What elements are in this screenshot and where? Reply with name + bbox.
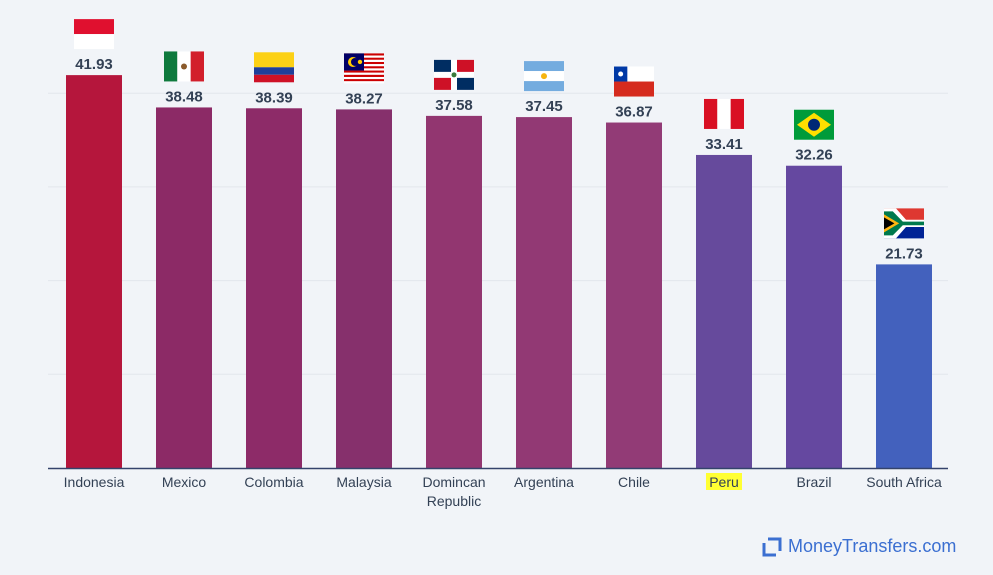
value-label: 37.45: [525, 98, 563, 115]
south-africa-flag-icon: [884, 208, 924, 239]
bar: [66, 75, 122, 468]
value-label: 38.39: [255, 89, 293, 106]
flags: [74, 19, 924, 239]
category-label: South Africa: [866, 474, 942, 490]
category-label: Mexico: [162, 474, 207, 490]
category-label: Peru: [709, 474, 739, 490]
bar: [156, 107, 212, 469]
brand-logo[interactable]: MoneyTransfers.com: [762, 536, 956, 557]
colombia-flag-icon: [254, 52, 294, 83]
value-label: 38.48: [165, 88, 203, 105]
peru-flag-icon: [704, 98, 744, 129]
category-labels: Indonesia Mexico Colombia Malaysia Domincan R…: [64, 473, 942, 509]
dominican-republic-flag-icon: [434, 59, 474, 90]
bar: [876, 264, 932, 468]
value-label: 38.27: [345, 90, 383, 107]
moneytransfers-logo-icon: [762, 537, 782, 557]
value-label: 37.58: [435, 97, 473, 114]
category-label: Republic: [427, 493, 481, 509]
bars: [66, 75, 932, 469]
value-labels: 41.93 38.48 38.39 38.27 37.58 37.45 36.87 33.41…: [75, 56, 923, 262]
bar: [246, 108, 302, 468]
highlight-marker: [706, 473, 742, 490]
category-label: Domincan: [422, 474, 485, 490]
category-label: Brazil: [796, 474, 831, 490]
value-label: 32.26: [795, 147, 833, 164]
category-label: Indonesia: [64, 474, 125, 490]
bar: [786, 165, 842, 468]
argentina-flag-icon: [524, 61, 564, 92]
bar: [426, 115, 482, 468]
value-label: 21.73: [885, 245, 923, 262]
indonesia-flag-icon: [74, 19, 114, 50]
chile-flag-icon: [614, 66, 654, 97]
category-label: Malaysia: [336, 474, 391, 490]
mexico-flag-icon: [164, 51, 204, 82]
category-label: Chile: [618, 474, 650, 490]
bar: [606, 122, 662, 468]
bar: [696, 154, 752, 468]
bar: [516, 117, 572, 468]
brazil-flag-icon: [794, 109, 834, 140]
value-label: 36.87: [615, 104, 653, 121]
malaysia-flag-icon: [344, 53, 384, 84]
category-label: Colombia: [244, 474, 303, 490]
value-label: 41.93: [75, 56, 113, 73]
brand-name: MoneyTransfers.com: [788, 536, 957, 556]
category-label: Argentina: [514, 474, 574, 490]
value-label: 33.41: [705, 136, 743, 153]
bar: [336, 109, 392, 469]
